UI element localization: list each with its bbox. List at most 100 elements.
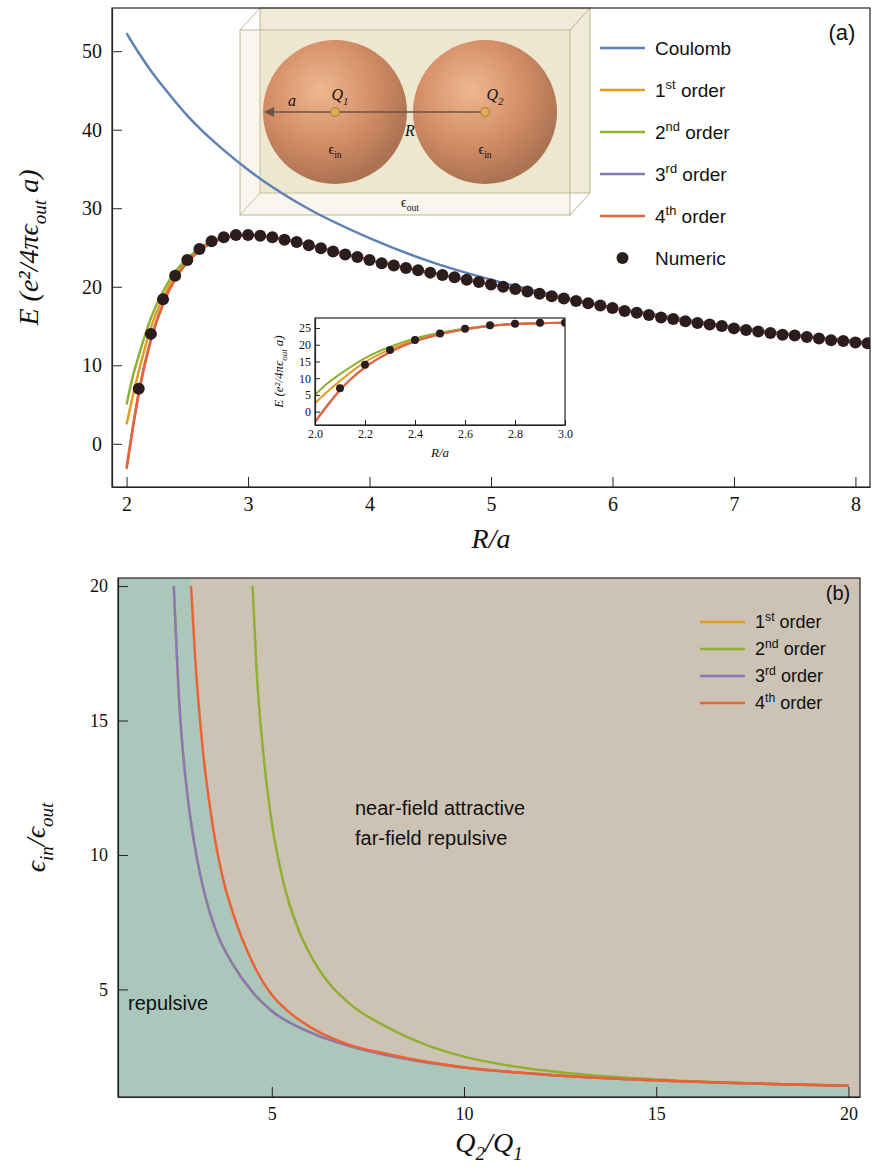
y-tick-label: 5 (99, 980, 108, 1000)
legend-label: 4th order (655, 203, 727, 227)
data-point (582, 297, 594, 309)
data-point (206, 235, 218, 247)
data-point (278, 234, 290, 246)
text-part: order (677, 164, 727, 185)
x-tick-label: 2 (122, 493, 132, 515)
legend-symbol (600, 215, 645, 218)
x-tick-label: 5 (487, 493, 497, 515)
annotation: near-field attractive (355, 797, 525, 819)
data-line (174, 586, 849, 1086)
x-tick-mark (515, 420, 516, 425)
data-point (643, 309, 655, 321)
y-tick: 15 (299, 355, 320, 369)
y-tick: 10 (90, 845, 128, 865)
text-part: Q (493, 1127, 513, 1158)
data-point (692, 317, 704, 329)
y-tick: 20 (90, 576, 128, 596)
legend-symbol (600, 89, 645, 92)
x-tick: 3.0 (558, 420, 573, 441)
text-part: 2 (498, 95, 504, 107)
y-tick-mark (315, 378, 320, 379)
y-tick-label: 10 (82, 354, 102, 376)
data-line (315, 323, 565, 395)
box-edge (570, 8, 590, 30)
legend-label: 3rd order (755, 664, 823, 686)
y-tick-label: 50 (82, 40, 102, 62)
x-axis: 2.02.22.42.62.83.0 (308, 420, 573, 441)
y-tick: 50 (82, 40, 122, 62)
data-point (667, 313, 679, 325)
y-tick-label: 10 (299, 372, 311, 386)
x-axis-line (316, 425, 566, 426)
x-tick-label: 15 (648, 1104, 666, 1124)
plot-area (127, 33, 870, 469)
legend-symbol (600, 131, 645, 134)
data-point (511, 320, 519, 328)
data-point (291, 236, 303, 248)
legend-symbol (700, 648, 745, 651)
y-tick-label: 20 (82, 276, 102, 298)
y-tick-mark (315, 395, 320, 396)
y-tick-label: 0 (92, 433, 102, 455)
x-tick: 6 (608, 477, 618, 515)
x-tick-label: 3 (244, 493, 254, 515)
legend-item: 3rd order (600, 161, 727, 185)
x-axis-line (113, 487, 871, 488)
legend-item: 2nd order (700, 637, 826, 659)
legend-item: 2nd order (600, 119, 730, 143)
y-tick-mark (118, 855, 128, 856)
data-point (461, 325, 469, 333)
data-point (364, 254, 376, 266)
x-tick-mark (415, 420, 416, 425)
text-part: nd (666, 119, 680, 134)
x-tick-mark (365, 420, 366, 425)
data-point (570, 295, 582, 307)
legend-label: 3rd order (655, 161, 727, 185)
y-tick-mark (118, 989, 128, 990)
x-axis-title: R/a (430, 445, 450, 460)
data-point (133, 383, 145, 395)
x-tick-label: 2.0 (308, 427, 323, 441)
text-part: repulsive (128, 992, 208, 1014)
text-part: Q (332, 86, 344, 103)
text-part: order (775, 693, 822, 713)
text-part: in (484, 150, 492, 160)
text-part: order (779, 639, 826, 659)
y-axis: 01020304050 (82, 9, 122, 488)
text-part: Q (455, 1127, 475, 1158)
text-part: in (36, 846, 57, 861)
data-point (546, 290, 558, 302)
x-tick-mark (848, 1087, 849, 1097)
data-point (181, 254, 193, 266)
data-point (849, 337, 861, 349)
x-axis: 2345678 (113, 477, 871, 515)
data-point (376, 257, 388, 269)
legend-item: 4th order (600, 203, 727, 227)
x-tick-mark (734, 477, 735, 487)
y-tick: 20 (299, 338, 320, 352)
y-tick-label: 20 (90, 576, 108, 596)
data-point (336, 384, 344, 392)
text-part: out (279, 349, 289, 361)
data-point (339, 249, 351, 261)
x-tick-mark (272, 1087, 273, 1097)
data-point (534, 288, 546, 300)
x-tick: 20 (840, 1087, 858, 1124)
data-point (521, 285, 533, 297)
x-tick-mark (855, 477, 856, 487)
text-part: 3 (655, 164, 666, 185)
y-tick: 15 (90, 711, 128, 731)
y-tick-mark (112, 287, 122, 288)
annotation: ϵin (328, 142, 341, 160)
text-part: order (775, 612, 822, 632)
y-tick: 10 (299, 372, 320, 386)
text-part: 1 (343, 95, 348, 107)
y-tick-mark (118, 721, 128, 722)
text-part: near-field attractive (355, 797, 525, 819)
x-tick: 5 (268, 1087, 277, 1124)
text-part: R/a (430, 445, 450, 460)
text-part: st (666, 77, 676, 92)
data-line (127, 235, 870, 424)
data-line (315, 323, 565, 404)
x-tick-mark (465, 420, 466, 425)
